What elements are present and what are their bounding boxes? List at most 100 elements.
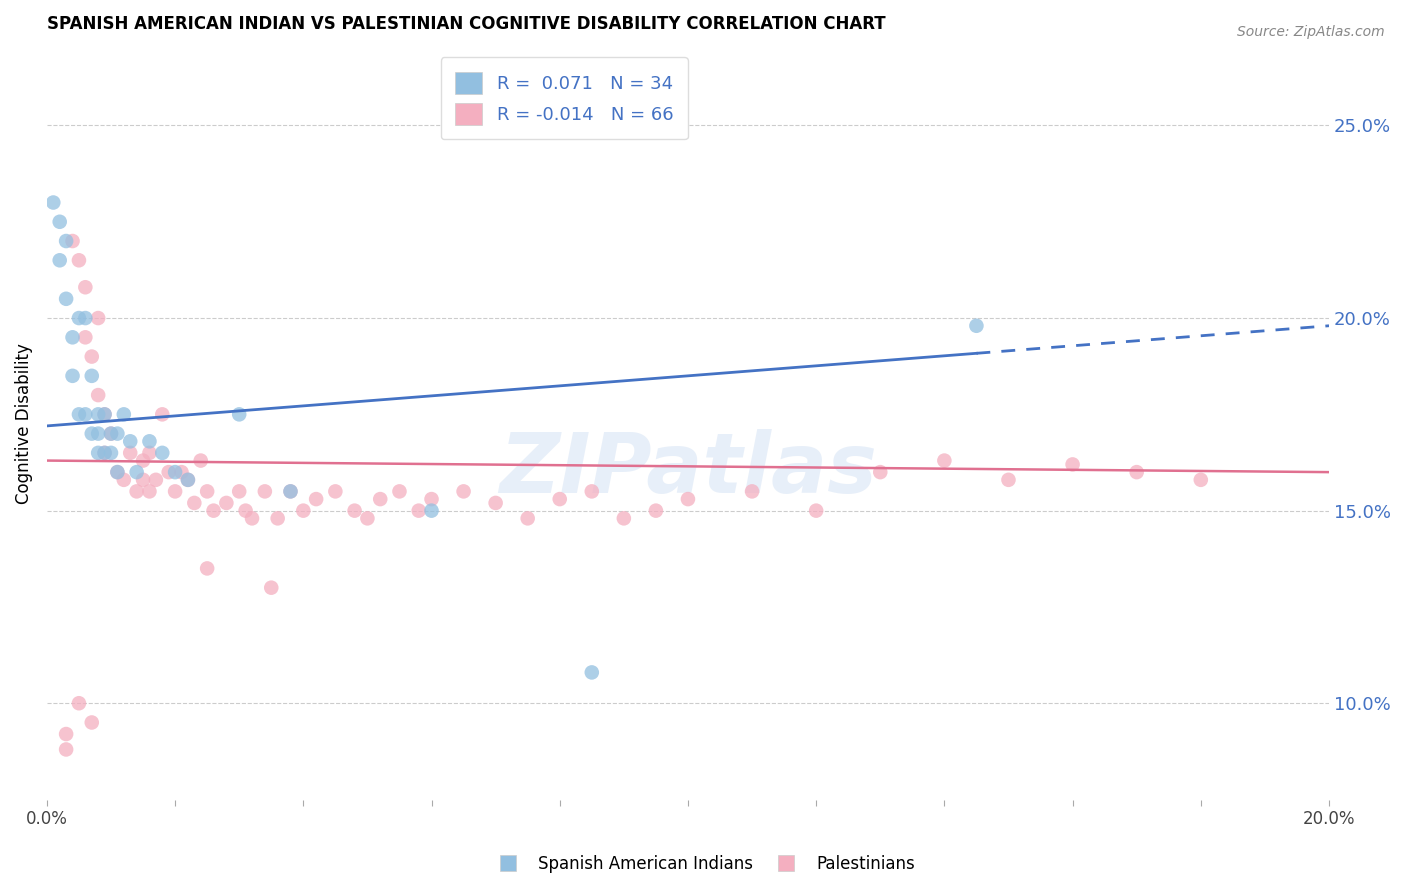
Point [107, 465, 129, 479]
Point [804, 503, 827, 517]
Point [138, 434, 160, 449]
Point [292, 503, 315, 517]
Point [190, 453, 212, 467]
Point [100, 446, 122, 460]
Point [80, 426, 103, 441]
Point [235, 503, 257, 517]
Point [87, 446, 110, 460]
Point [613, 511, 636, 525]
Point [55, 234, 77, 248]
Point [280, 484, 302, 499]
Point [55, 727, 77, 741]
Point [266, 511, 288, 525]
Point [100, 426, 122, 441]
Point [75, 311, 97, 326]
Point [145, 473, 167, 487]
Point [408, 503, 430, 517]
Point [869, 465, 891, 479]
Point [325, 484, 347, 499]
Point [125, 484, 148, 499]
Point [485, 496, 508, 510]
Point [240, 511, 263, 525]
Point [100, 426, 122, 441]
Point [228, 408, 250, 422]
Point [581, 484, 603, 499]
Point [965, 318, 987, 333]
Point [132, 453, 155, 467]
Point [67, 311, 90, 326]
Point [132, 473, 155, 487]
Point [80, 368, 103, 383]
Y-axis label: Cognitive Disability: Cognitive Disability [15, 343, 32, 504]
Point [1189, 473, 1212, 487]
Point [934, 453, 956, 467]
Legend: R =  0.071   N = 34, R = -0.014   N = 66: R = 0.071 N = 34, R = -0.014 N = 66 [440, 57, 688, 139]
Point [107, 465, 129, 479]
Point [138, 484, 160, 499]
Text: Source: ZipAtlas.com: Source: ZipAtlas.com [1237, 25, 1385, 39]
Point [112, 408, 135, 422]
Point [87, 426, 110, 441]
Point [195, 561, 218, 575]
Point [138, 446, 160, 460]
Point [253, 484, 276, 499]
Point [48, 215, 70, 229]
Point [305, 492, 328, 507]
Point [75, 330, 97, 344]
Text: ZIPatlas: ZIPatlas [499, 428, 877, 509]
Point [997, 473, 1019, 487]
Point [125, 465, 148, 479]
Point [548, 492, 571, 507]
Point [170, 465, 193, 479]
Point [177, 473, 200, 487]
Point [228, 484, 250, 499]
Point [420, 492, 443, 507]
Point [183, 496, 205, 510]
Point [87, 388, 110, 402]
Point [55, 292, 77, 306]
Point [644, 503, 666, 517]
Point [150, 446, 173, 460]
Point [112, 473, 135, 487]
Point [67, 253, 90, 268]
Point [1062, 458, 1084, 472]
Point [343, 503, 366, 517]
Point [62, 234, 84, 248]
Point [62, 330, 84, 344]
Point [260, 581, 283, 595]
Point [93, 446, 115, 460]
Point [42, 195, 65, 210]
Point [80, 350, 103, 364]
Point [55, 742, 77, 756]
Point [581, 665, 603, 680]
Point [150, 408, 173, 422]
Point [356, 511, 378, 525]
Point [177, 473, 200, 487]
Point [453, 484, 475, 499]
Point [741, 484, 763, 499]
Point [80, 715, 103, 730]
Point [87, 311, 110, 326]
Point [87, 408, 110, 422]
Point [1125, 465, 1147, 479]
Legend: Spanish American Indians, Palestinians: Spanish American Indians, Palestinians [485, 848, 921, 880]
Point [75, 280, 97, 294]
Point [107, 426, 129, 441]
Point [75, 408, 97, 422]
Point [195, 484, 218, 499]
Text: SPANISH AMERICAN INDIAN VS PALESTINIAN COGNITIVE DISABILITY CORRELATION CHART: SPANISH AMERICAN INDIAN VS PALESTINIAN C… [46, 15, 886, 33]
Point [93, 408, 115, 422]
Point [93, 408, 115, 422]
Point [120, 446, 142, 460]
Point [280, 484, 302, 499]
Point [62, 368, 84, 383]
Point [165, 465, 187, 479]
Point [165, 484, 187, 499]
Point [368, 492, 391, 507]
Point [420, 503, 443, 517]
Point [67, 408, 90, 422]
Point [388, 484, 411, 499]
Point [215, 496, 238, 510]
Point [120, 434, 142, 449]
Point [93, 446, 115, 460]
